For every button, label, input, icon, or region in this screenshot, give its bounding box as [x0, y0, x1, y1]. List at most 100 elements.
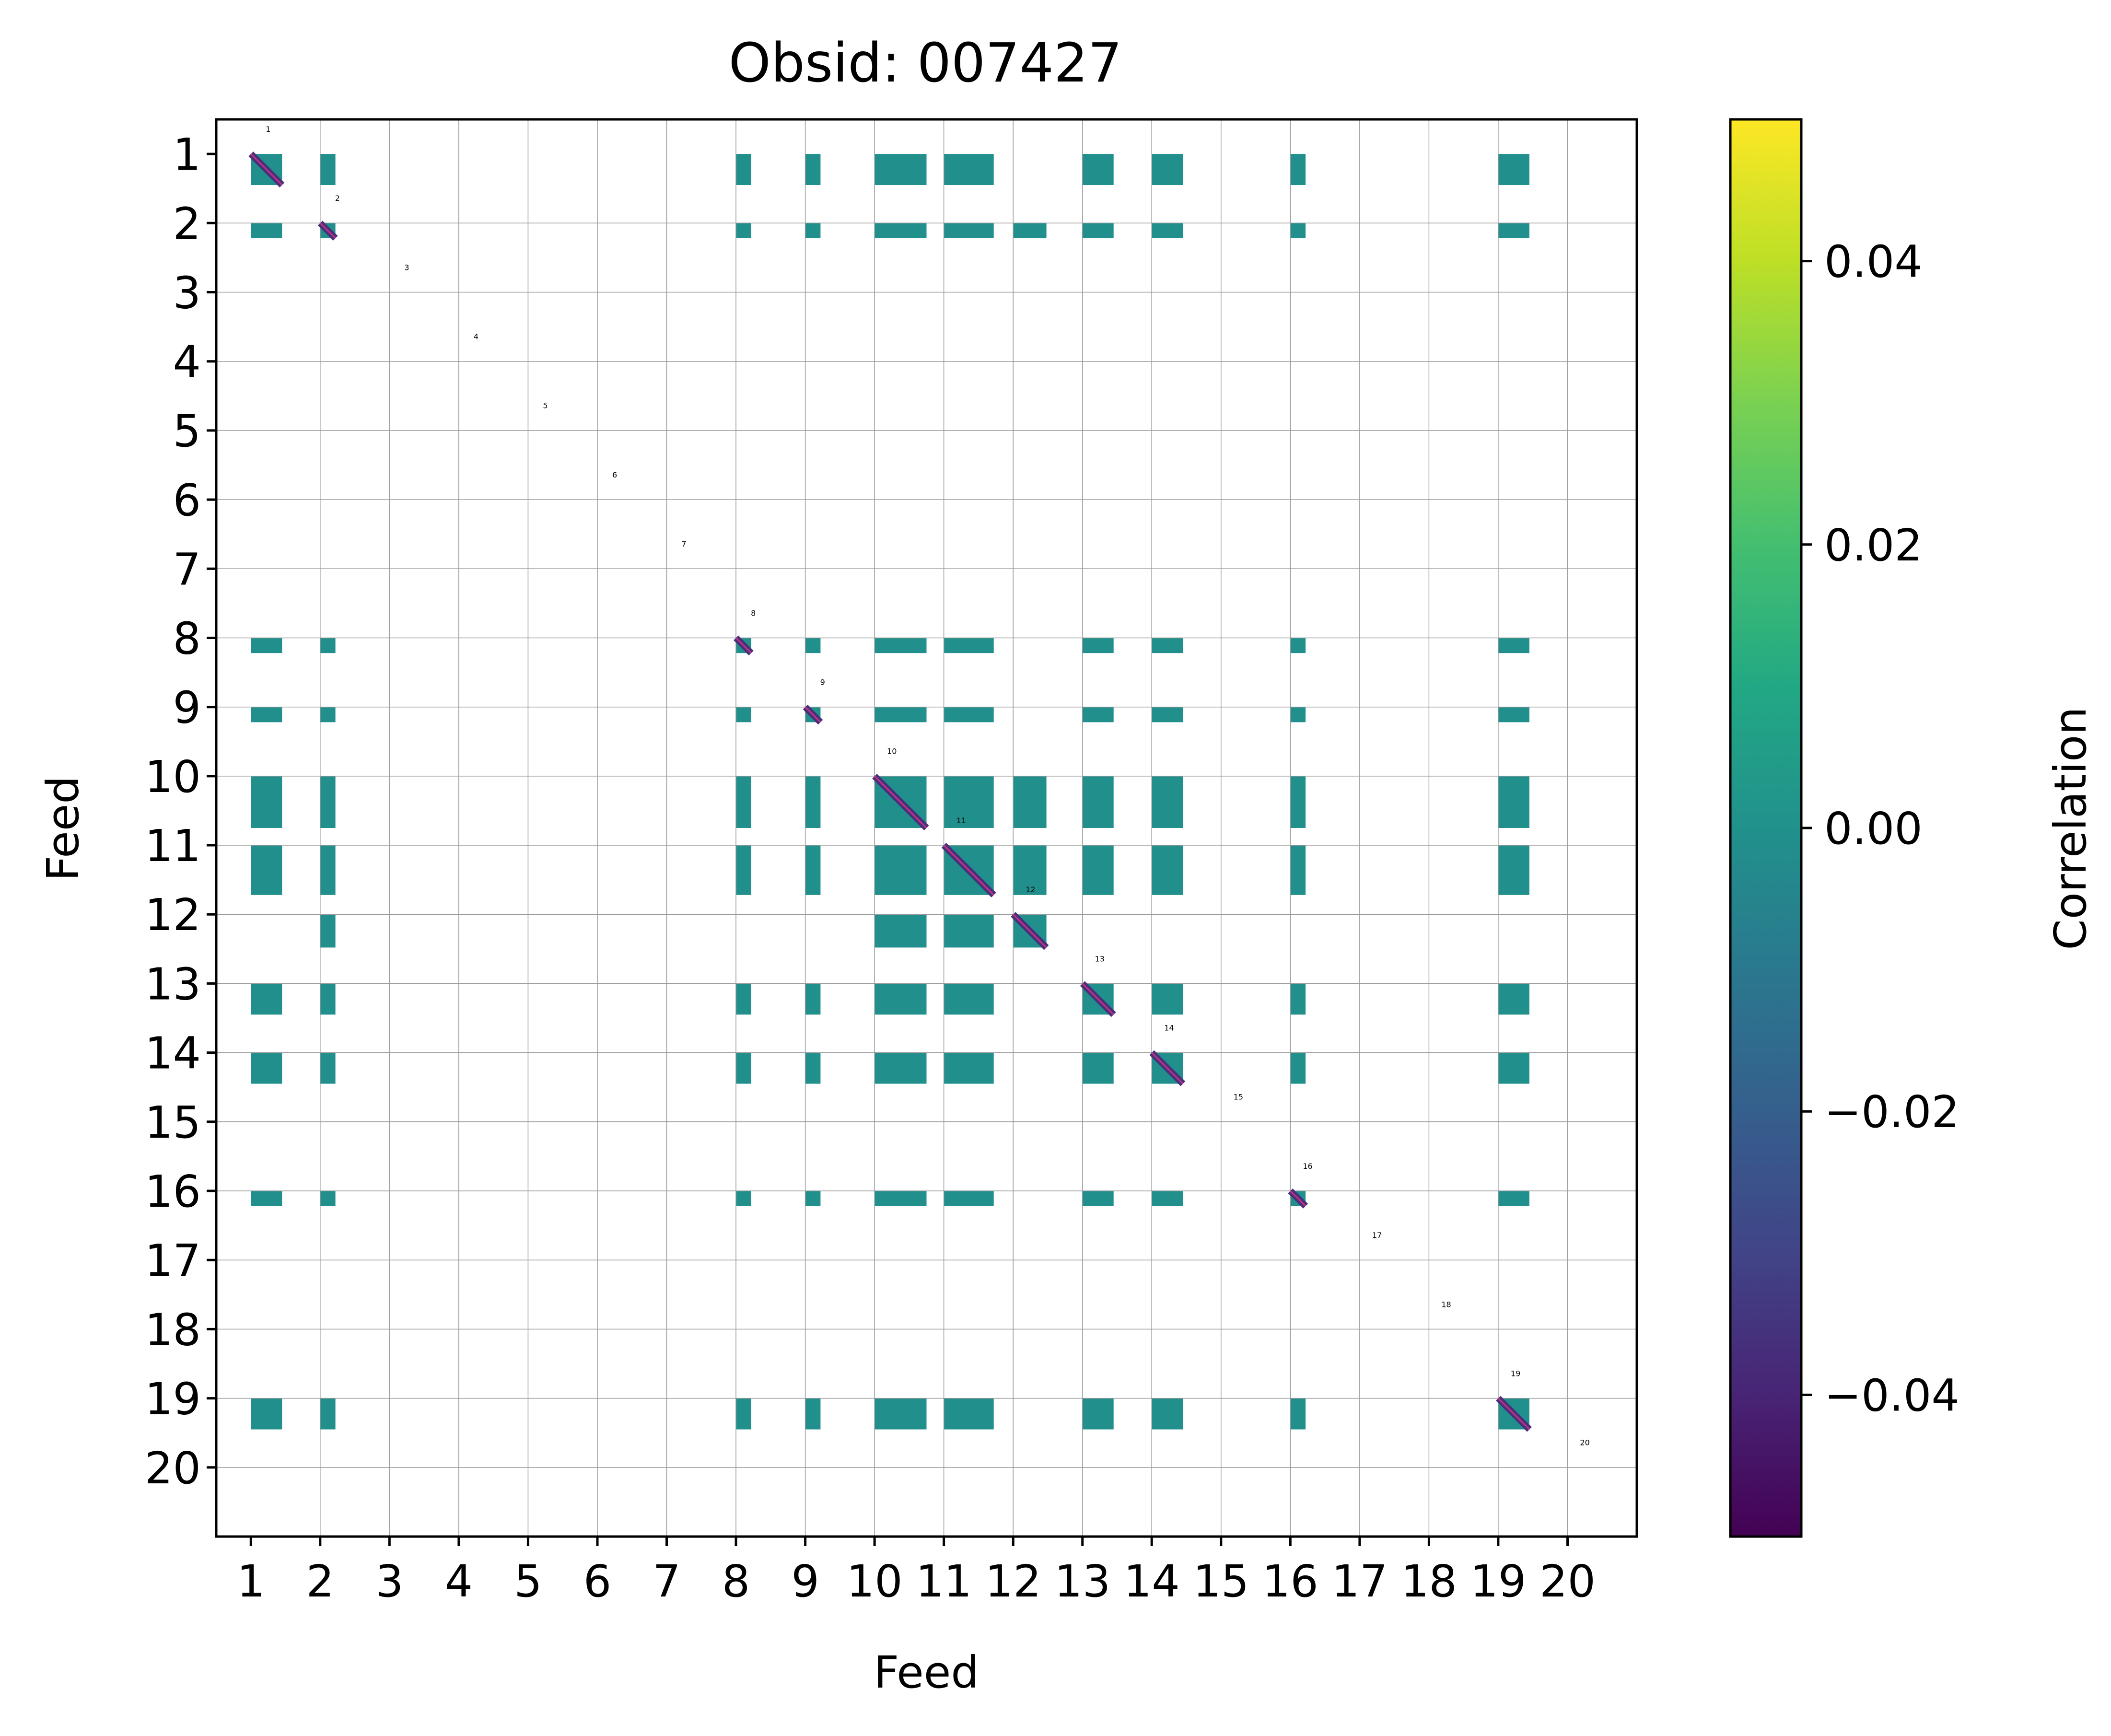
heatmap-cell	[1082, 845, 1114, 895]
heatmap-cell	[1290, 776, 1306, 828]
y-tick-label: 15	[145, 1097, 201, 1148]
diagonal-feed-label: 2	[335, 194, 340, 203]
heatmap-cell	[1152, 845, 1183, 895]
heatmap-cell	[1498, 1052, 1529, 1084]
heatmap-cell	[736, 707, 751, 722]
heatmap-cell	[1152, 983, 1183, 1015]
heatmap-cell	[1152, 1191, 1183, 1206]
colorbar-label: Correlation	[2045, 707, 2096, 950]
heatmap-cell	[944, 707, 994, 722]
heatmap-cell	[1013, 776, 1047, 828]
y-tick-label: 17	[145, 1235, 201, 1286]
diagonal-feed-label: 19	[1511, 1369, 1520, 1378]
diagonal-feed-label: 18	[1441, 1300, 1451, 1309]
colorbar-tick-label: −0.02	[1824, 1086, 1959, 1138]
x-tick-label: 5	[514, 1556, 542, 1607]
heatmap-cell	[805, 223, 821, 238]
colorbar	[1729, 118, 1803, 1538]
heatmap-cell	[805, 776, 821, 828]
y-tick-label: 18	[145, 1304, 201, 1355]
heatmap-cell	[1152, 638, 1183, 653]
heatmap-cell	[251, 1191, 282, 1206]
diagonal-feed-label: 6	[612, 470, 617, 479]
y-tick-label: 11	[145, 820, 201, 872]
heatmap-cell	[1498, 1191, 1529, 1206]
heatmap-cell	[1152, 1398, 1183, 1430]
heatmap-cell	[805, 1398, 821, 1430]
heatmap-cell	[320, 983, 336, 1015]
x-tick-label: 15	[1193, 1556, 1249, 1607]
heatmap-cell	[1082, 1398, 1114, 1430]
diagonal-feed-label: 14	[1164, 1024, 1174, 1033]
heatmap-cell	[875, 223, 927, 238]
heatmap-cell	[875, 1398, 927, 1430]
heatmap-cell	[875, 1191, 927, 1206]
diagonal-feed-label: 15	[1234, 1093, 1243, 1102]
heatmap-cell	[251, 638, 282, 653]
heatmap-cell	[320, 914, 336, 948]
x-tick-label: 6	[583, 1556, 612, 1607]
diagonal-feed-label: 10	[887, 747, 897, 756]
colorbar-tick-label: 0.00	[1824, 803, 1923, 854]
colorbar-tick-label: 0.02	[1824, 520, 1923, 571]
diagonal-highlight	[1151, 1052, 1184, 1084]
heatmap-cell	[944, 1398, 994, 1430]
heatmap-cell	[944, 223, 994, 238]
heatmap-cell	[736, 983, 751, 1015]
heatmap-cell	[1082, 223, 1114, 238]
x-tick-label: 7	[653, 1556, 681, 1607]
heatmap-cell	[736, 845, 751, 895]
heatmap-cell	[736, 1191, 751, 1206]
diagonal-feed-label: 13	[1095, 954, 1105, 963]
heatmap-cell	[320, 707, 336, 722]
y-tick-label: 6	[173, 475, 201, 526]
x-tick-label: 1	[237, 1556, 265, 1607]
diagonal-feed-label: 20	[1580, 1438, 1589, 1447]
heatmap-cell	[320, 1052, 336, 1084]
heatmap-cell	[1498, 638, 1529, 653]
heatmap-cell	[1152, 776, 1183, 828]
diagonal-feed-label: 7	[682, 539, 687, 548]
x-axis-label: Feed	[874, 1647, 979, 1698]
diagonal-feed-label: 4	[474, 332, 478, 341]
x-tick-label: 17	[1331, 1556, 1388, 1607]
colorbar-tick-label: 0.04	[1824, 236, 1923, 288]
x-tick-label: 18	[1401, 1556, 1457, 1607]
heatmap-cell	[1152, 707, 1183, 722]
x-tick-label: 3	[375, 1556, 404, 1607]
heatmap-cell	[320, 1191, 336, 1206]
x-tick-label: 20	[1540, 1556, 1596, 1607]
plot-frame	[215, 118, 1638, 1538]
heatmap-cell	[805, 983, 821, 1015]
diagonal-highlight	[805, 706, 821, 723]
heatmap-cell	[1290, 983, 1306, 1015]
x-tick-label: 16	[1262, 1556, 1318, 1607]
heatmap-cell	[875, 983, 927, 1015]
heatmap-cell	[320, 845, 336, 895]
x-tick-label: 11	[916, 1556, 972, 1607]
diagonal-highlight	[319, 222, 336, 239]
heatmap-cell	[251, 845, 282, 895]
y-tick-label: 5	[173, 406, 201, 457]
diagonal-highlight	[943, 844, 994, 896]
y-tick-label: 14	[145, 1028, 201, 1079]
heatmap-cell	[1290, 1052, 1306, 1084]
diagonal-feed-label: 9	[820, 678, 825, 687]
heatmap-cell	[1013, 223, 1047, 238]
diagonal-feed-label: 12	[1026, 885, 1035, 894]
heatmap-cell	[736, 776, 751, 828]
y-tick-label: 10	[145, 751, 201, 803]
y-tick-label: 13	[145, 958, 201, 1010]
y-tick-label: 2	[173, 198, 201, 249]
y-tick-label: 9	[173, 682, 201, 734]
grid-lines	[216, 119, 1637, 1537]
y-tick-label: 7	[173, 544, 201, 595]
chart-title: Obsid: 007427	[729, 32, 1122, 94]
heatmap-cell	[875, 1052, 927, 1084]
heatmap-cell	[1498, 983, 1529, 1015]
y-tick-label: 12	[145, 889, 201, 941]
y-tick-label: 1	[173, 129, 201, 180]
diagonal-highlight	[1082, 983, 1114, 1015]
